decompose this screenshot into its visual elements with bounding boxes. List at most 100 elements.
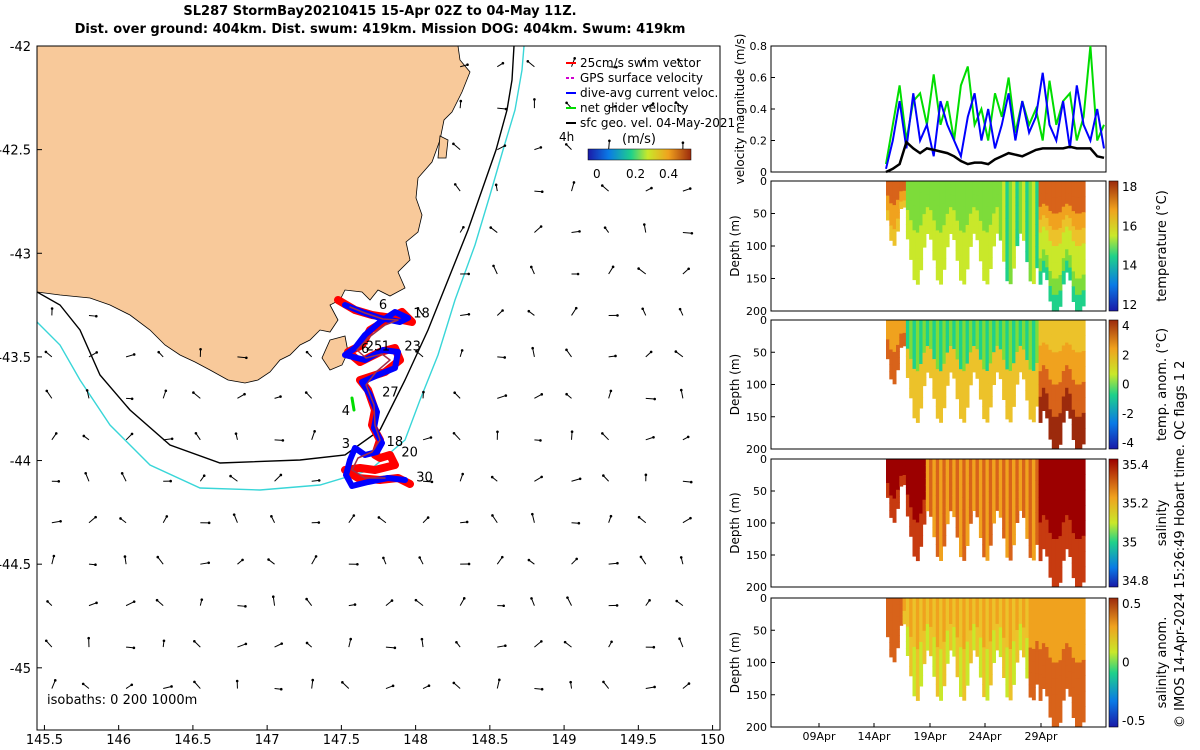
heatmap-cell: [1045, 405, 1050, 419]
heatmap-cell: [988, 534, 993, 546]
heatmap-cell: [909, 666, 914, 677]
heatmap-cell: [909, 468, 914, 479]
heatmap-cell: [942, 491, 947, 503]
heatmap-cell: [1012, 191, 1016, 204]
heatmap-cell: [982, 520, 987, 533]
heatmap-cell: [1018, 187, 1023, 195]
heatmap-cell: [899, 326, 904, 331]
heatmap-cell: [985, 535, 990, 549]
heatmap-cell: [1008, 471, 1013, 485]
heatmap-cell: [1078, 278, 1083, 296]
velocity-arrowhead: [504, 107, 508, 111]
heatmap-cell: [1018, 326, 1023, 334]
heatmap-cell: [949, 630, 953, 638]
heatmap-cell: [965, 663, 970, 675]
heatmap-cell: [1018, 220, 1023, 228]
velocity-arrowhead: [94, 563, 97, 567]
velocity-arrow: [311, 431, 316, 440]
heatmap-cell: [886, 344, 890, 350]
heatmap-cell: [905, 641, 910, 649]
heatmap-cell: [1068, 634, 1073, 648]
heatmap-cell: [919, 386, 924, 398]
heatmap-cell: [899, 337, 904, 341]
heatmap-cell: [1071, 334, 1076, 351]
heatmap-cell: [896, 604, 900, 611]
heatmap-cell: [959, 255, 963, 269]
heatmap-cell: [922, 344, 927, 354]
heatmap-y-tick-label: 100: [746, 240, 767, 253]
heatmap-cell: [886, 200, 890, 206]
heatmap-cell: [975, 605, 980, 614]
heatmap-y-tick-label: 0: [760, 175, 767, 188]
heatmap-cell: [1068, 598, 1073, 611]
velocity-arrowhead: [679, 388, 683, 392]
heatmap-y-tick-label: 200: [746, 305, 767, 318]
heatmap-cell: [978, 240, 983, 252]
heatmap-cell: [922, 491, 927, 501]
heatmap-cell: [919, 225, 924, 237]
heatmap-cell: [959, 193, 963, 207]
heatmap-cell: [935, 683, 940, 697]
heatmap-cell: [889, 459, 894, 467]
heatmap-cell: [886, 339, 890, 345]
heatmap-cell: [1002, 231, 1006, 242]
time-tick-label: 19Apr: [913, 730, 947, 743]
heatmap-cell: [932, 250, 937, 261]
velocity-arrowhead: [317, 479, 321, 482]
heatmap-cell: [1005, 381, 1010, 395]
heatmap-cell: [886, 320, 890, 326]
heatmap-cell: [915, 598, 920, 612]
heatmap-cell: [975, 225, 980, 233]
heatmap-cell: [939, 484, 943, 498]
heatmap-cell: [968, 221, 973, 231]
legend-gps-velocity: GPS surface velocity: [580, 71, 703, 85]
heatmap-cell: [968, 614, 973, 623]
heatmap-cell: [909, 239, 914, 251]
heatmap-cell: [1018, 491, 1023, 498]
heatmap-cell: [1075, 507, 1079, 524]
heatmap-cell: [932, 368, 937, 380]
velocity-arrowhead: [377, 516, 381, 519]
heatmap-cell: [1041, 238, 1046, 250]
heatmap-cell: [1035, 191, 1040, 204]
heatmap-cell: [949, 320, 953, 327]
heatmap-cell: [1028, 610, 1033, 624]
map-y-ticks: -42-42.5-43-43.5-44-44.5-45: [0, 40, 42, 677]
heatmap-cell: [889, 327, 894, 336]
heatmap-cell: [1058, 320, 1063, 336]
heatmap-cell: [922, 214, 927, 223]
velocity-arrow: [51, 680, 56, 689]
heatmap-cell: [1051, 181, 1056, 198]
velocity-arrowhead: [267, 558, 270, 561]
heatmap-cell: [929, 356, 933, 364]
heatmap-cell: [886, 324, 890, 331]
velocity-arrow: [497, 645, 506, 648]
heatmap-cell: [988, 181, 993, 193]
heatmap-cell: [919, 236, 924, 248]
heatmap-cell: [975, 598, 980, 606]
heatmap-cell: [945, 238, 950, 248]
velocity-arrowhead: [652, 645, 656, 649]
heatmap-cell: [962, 661, 967, 676]
heatmap-cell: [892, 490, 897, 500]
heatmap-cell: [975, 349, 980, 357]
heatmap-cell: [1045, 647, 1050, 660]
legend-sfc-geo-vel: sfc geo. vel. 04-May-2021: [580, 116, 735, 130]
heatmap-cell: [942, 674, 947, 687]
velocity-arrowhead: [313, 430, 316, 433]
velocity-arrow: [51, 555, 55, 565]
heatmap-cell: [1031, 598, 1036, 612]
velocity-arrowhead: [494, 183, 498, 187]
colorbar-tick-label: 0.5: [1122, 597, 1141, 611]
heatmap-cell: [1081, 290, 1086, 307]
heatmap-cell: [998, 188, 1003, 197]
velocity-arrowhead: [130, 432, 134, 436]
heatmap-cell: [1075, 459, 1079, 476]
heatmap-cell: [1058, 551, 1063, 568]
heatmap-cell: [965, 480, 970, 492]
heatmap-cell: [942, 331, 947, 343]
velocity-arrowhead: [503, 356, 507, 359]
heatmap-cell: [905, 320, 910, 328]
heatmap-cell: [995, 220, 1000, 228]
heatmap-cell: [1018, 213, 1023, 221]
